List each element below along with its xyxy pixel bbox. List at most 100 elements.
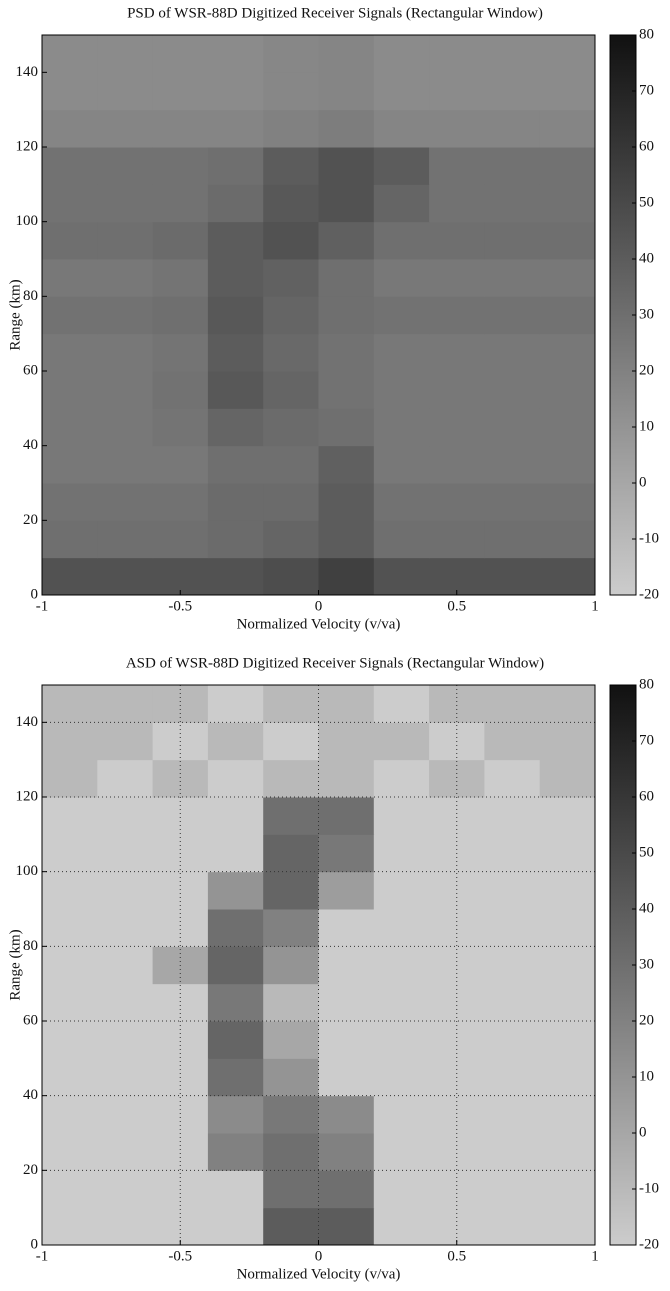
heatmap-cell <box>207 109 264 148</box>
heatmap-cell <box>152 259 209 297</box>
heatmap-cell <box>207 445 264 484</box>
x-tick-label: 0.5 <box>447 598 466 614</box>
heatmap-cell <box>373 1170 430 1209</box>
heatmap-cell <box>539 871 596 910</box>
heatmap-cell <box>539 685 596 723</box>
heatmap-cell <box>152 557 209 596</box>
heatmap-cell <box>484 259 541 297</box>
heatmap-cell <box>97 296 154 335</box>
heatmap-cell <box>42 72 98 111</box>
heatmap-cell <box>539 520 596 559</box>
heatmap-cell <box>42 983 98 1022</box>
colorbar-tick-label: -10 <box>639 530 659 546</box>
heatmap-cell <box>373 483 430 521</box>
y-tick-label: 100 <box>16 213 39 229</box>
heatmap-cell <box>97 72 154 111</box>
heatmap-cell <box>263 797 319 835</box>
heatmap-cell <box>263 35 319 73</box>
heatmap-cell <box>484 296 541 335</box>
heatmap-cell <box>484 722 541 761</box>
colorbar <box>609 684 637 1246</box>
heatmap-cell <box>539 909 596 947</box>
heatmap-cell <box>207 72 264 111</box>
heatmap-cell <box>539 408 596 447</box>
heatmap-cell <box>429 557 485 596</box>
heatmap-cell <box>373 871 430 910</box>
heatmap-cell <box>97 408 154 447</box>
heatmap-cell <box>484 445 541 484</box>
heatmap-cell <box>207 259 264 297</box>
heatmap-cell <box>42 557 98 596</box>
heatmap-cell <box>429 797 485 835</box>
heatmap-cell <box>484 408 541 447</box>
colorbar-tick-label: 10 <box>639 1068 654 1084</box>
heatmap-cell <box>373 333 430 372</box>
heatmap-cell <box>373 520 430 559</box>
heatmap-cell <box>263 557 319 596</box>
heatmap-cell <box>207 1207 264 1246</box>
heatmap-cell <box>539 797 596 835</box>
heatmap-cell <box>263 834 319 873</box>
heatmap-cell <box>429 259 485 297</box>
heatmap-cell <box>484 983 541 1022</box>
heatmap-cell <box>97 1133 154 1171</box>
heatmap-cell <box>429 221 485 260</box>
heatmap-cell <box>263 871 319 910</box>
x-tick-label: -0.5 <box>168 1248 192 1264</box>
colorbar-tick-label: 0 <box>639 1124 647 1140</box>
heatmap-cell <box>484 520 541 559</box>
heatmap-cell <box>484 946 541 985</box>
heatmap-cell <box>373 722 430 761</box>
heatmap-cell <box>207 408 264 447</box>
heatmap-cell <box>373 759 430 798</box>
colorbar-tick-label: -10 <box>639 1180 659 1196</box>
colorbar-tick-label: 70 <box>639 82 654 98</box>
heatmap-cell <box>207 759 264 798</box>
heatmap-cell <box>42 1207 98 1246</box>
heatmap-cell <box>42 371 98 409</box>
heatmap-cell <box>263 109 319 148</box>
heatmap-cell <box>263 685 319 723</box>
heatmap-cell <box>42 445 98 484</box>
y-tick-label: 40 <box>23 1087 38 1103</box>
heatmap-cell <box>97 1058 154 1097</box>
heatmap-cell <box>263 722 319 761</box>
heatmap-cell <box>42 1133 98 1171</box>
heatmap-cell <box>42 946 98 985</box>
heatmap-cell <box>207 1058 264 1097</box>
x-tick-label: -1 <box>36 598 49 614</box>
heatmap-cell <box>318 520 375 559</box>
heatmap-cell <box>373 35 430 73</box>
heatmap-cell <box>539 371 596 409</box>
heatmap-cell <box>207 1133 264 1171</box>
heatmap-cell <box>539 296 596 335</box>
heatmap-cell <box>42 296 98 335</box>
heatmap-cell <box>42 834 98 873</box>
heatmap-cell <box>429 408 485 447</box>
y-tick-label: 120 <box>16 138 39 154</box>
heatmap-cell <box>263 1058 319 1097</box>
heatmap-cell <box>318 909 375 947</box>
heatmap-cell <box>263 445 319 484</box>
colorbar-tick-label: 50 <box>639 194 654 210</box>
heatmap-cell <box>152 909 209 947</box>
heatmap-cell <box>373 834 430 873</box>
heatmap-cell <box>373 72 430 111</box>
heatmap-cell <box>42 1058 98 1097</box>
heatmap-cell <box>152 109 209 148</box>
chart-title: ASD of WSR-88D Digitized Receiver Signal… <box>126 655 544 671</box>
y-tick-label: 20 <box>23 512 38 528</box>
heatmap-cell <box>97 797 154 835</box>
y-tick-label: 60 <box>23 1012 38 1028</box>
heatmap-cell <box>207 483 264 521</box>
heatmap-cell <box>318 259 375 297</box>
y-tick-label: 140 <box>16 714 39 730</box>
heatmap-cell <box>42 909 98 947</box>
heatmap-cell <box>318 371 375 409</box>
heatmap-cell <box>318 296 375 335</box>
heatmap-cell <box>318 1207 375 1246</box>
heatmap-cell <box>263 296 319 335</box>
heatmap-cell <box>373 946 430 985</box>
heatmap-cell <box>373 1058 430 1097</box>
